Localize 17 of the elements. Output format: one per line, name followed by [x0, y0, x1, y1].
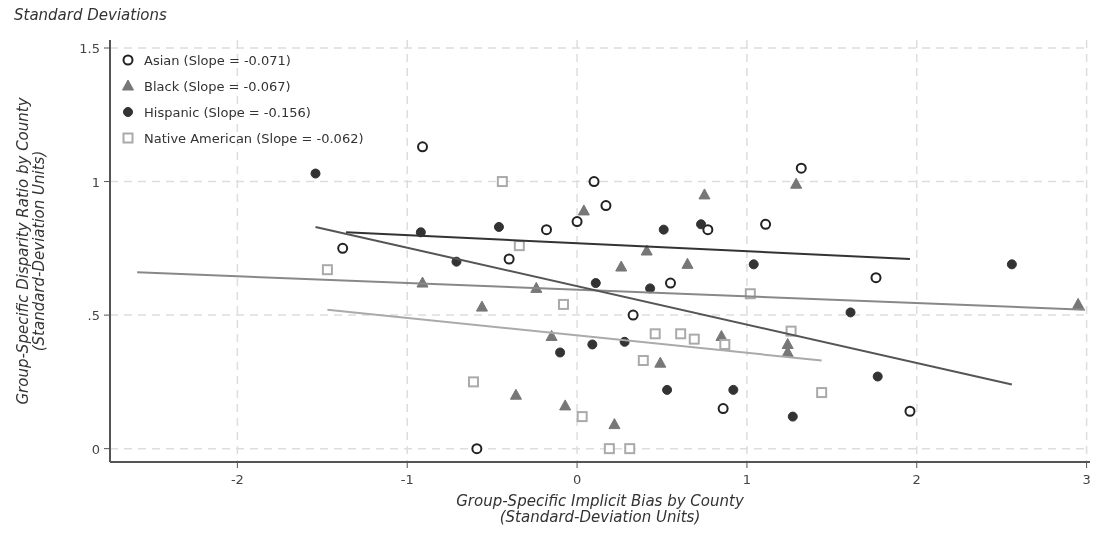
x-tick-label: 3 — [1082, 472, 1091, 487]
y-tick-label: 1.5 — [79, 41, 100, 57]
x-axis-title: Group-Specific Implicit Bias by County (Standard-Deviation Units) — [456, 492, 745, 526]
legend-label: Hispanic (Slope = -0.156) — [144, 105, 311, 120]
chart-subtitle: Standard Deviations — [14, 6, 168, 24]
legend-label: Black (Slope = -0.067) — [144, 79, 291, 94]
legend-label: Asian (Slope = -0.071) — [144, 53, 291, 68]
y-tick-label: 1 — [91, 174, 100, 190]
y-tick-label: 0 — [91, 441, 100, 457]
x-tick-label: -1 — [400, 472, 414, 487]
x-tick-label: -2 — [230, 472, 244, 487]
y-axis-title: Group-Specific Disparity Ratio by County (Standard-Deviation Units) — [14, 96, 48, 405]
legend-label: Native American (Slope = -0.062) — [144, 131, 364, 146]
x-tick-label: 2 — [912, 472, 921, 487]
x-tick-label: 1 — [742, 472, 752, 487]
y-tick-label: .5 — [87, 308, 100, 324]
x-tick-label: 0 — [572, 472, 582, 487]
